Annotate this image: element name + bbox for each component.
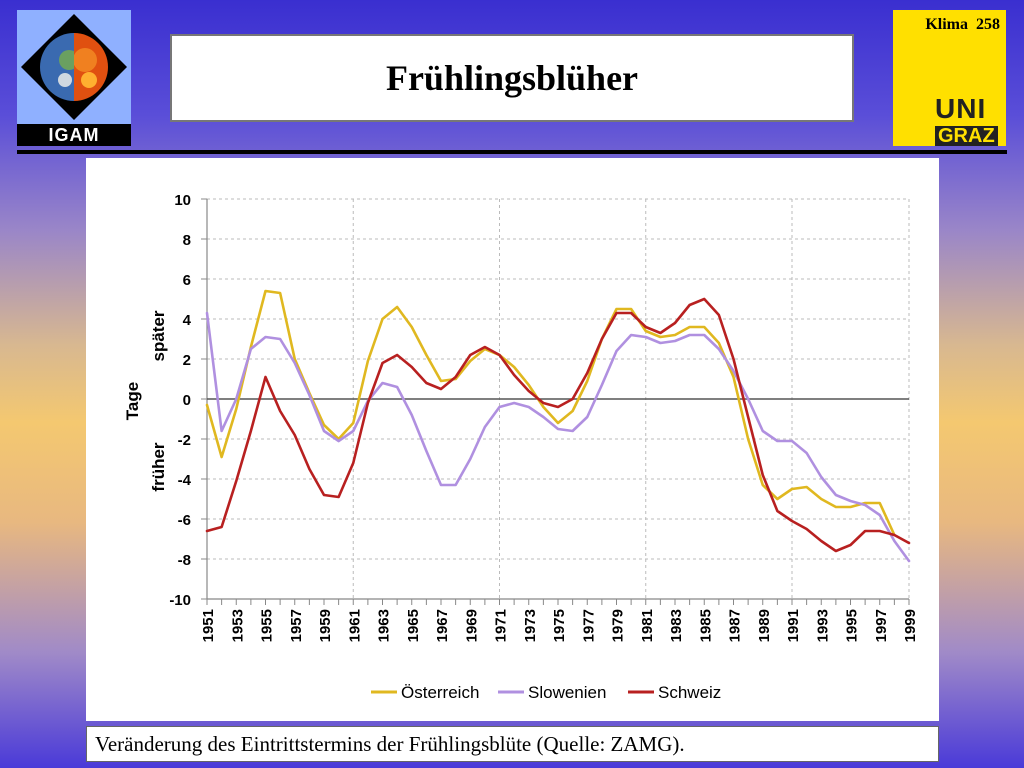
igam-logo-text: IGAM	[17, 124, 131, 146]
x-tick-label: 1963	[376, 609, 393, 642]
x-tick-label: 1983	[668, 609, 685, 642]
x-tick-label: 1997	[873, 609, 890, 642]
chart-panel: -10 -8 -6 -4 -2 0 2 4 6 8 10 1951 1953 1955 1957 1959 1…	[86, 158, 939, 721]
x-tick-label: 1987	[727, 609, 744, 642]
uni-graz-logo: Klima 258 UNI GRAZ	[893, 10, 1006, 146]
x-tick-label: 1965	[405, 609, 422, 642]
y-tick-label: 0	[183, 392, 191, 409]
x-tick-label: 1999	[902, 609, 919, 642]
figure-caption: Veränderung des Eintrittstermins der Frü…	[86, 726, 939, 762]
x-tick-label: 1995	[844, 609, 861, 642]
x-tick-label: 1975	[551, 609, 568, 642]
header-divider	[17, 150, 1007, 154]
x-tick-label: 1985	[697, 609, 714, 642]
x-tick-label: 1991	[785, 609, 802, 642]
x-tick-label: 1981	[639, 609, 656, 642]
y-tick-label: 10	[174, 192, 191, 209]
x-tick-label: 1955	[259, 609, 276, 642]
page-title: Frühlingsblüher	[385, 58, 639, 98]
y-tick-label: -8	[178, 552, 191, 569]
y-tick-label: -4	[178, 472, 192, 489]
y-axis-label-upper: später	[149, 310, 168, 361]
x-tick-label: 1979	[610, 609, 627, 642]
y-tick-label: 6	[183, 272, 191, 289]
x-tick-label: 1989	[756, 609, 773, 642]
chart-axes	[201, 198, 910, 605]
x-tick-label: 1959	[317, 609, 334, 642]
x-tick-label: 1969	[463, 609, 480, 642]
graz-logo-text: GRAZ	[935, 126, 998, 146]
chart-series	[205, 289, 911, 563]
x-tick-label: 1957	[288, 609, 305, 642]
x-tick-label: 1967	[434, 609, 451, 642]
x-tick-label: 1953	[229, 609, 246, 642]
x-tick-label: 1973	[522, 609, 539, 642]
y-tick-labels: -10 -8 -6 -4 -2 0 2 4 6 8 10	[169, 192, 191, 609]
chart-legend: Österreich Slowenien Schweiz	[371, 683, 721, 702]
x-tick-label: 1951	[200, 609, 217, 642]
x-tick-label: 1977	[580, 609, 597, 642]
x-tick-label: 1993	[814, 609, 831, 642]
legend-label: Slowenien	[528, 683, 606, 702]
y-tick-label: -6	[178, 512, 191, 529]
legend-label: Österreich	[401, 683, 479, 702]
x-tick-labels: 1951 1953 1955 1957 1959 1961 1963 1965 1967 1969…	[200, 609, 919, 642]
x-tick-label: 1971	[493, 609, 510, 642]
series-line-1	[205, 289, 896, 537]
series-line-3	[205, 297, 911, 553]
x-tick-label: 1961	[346, 609, 363, 642]
y-tick-label: -10	[169, 592, 191, 609]
igam-logo: IGAM	[17, 10, 131, 146]
title-box: Frühlingsblüher	[170, 34, 854, 122]
y-tick-label: 4	[183, 312, 192, 329]
globe-sun-icon	[21, 14, 127, 120]
legend-label: Schweiz	[658, 683, 721, 702]
y-tick-label: 2	[183, 352, 191, 369]
y-tick-label: -2	[178, 432, 191, 449]
y-axis-label-lower: früher	[149, 442, 168, 492]
y-tick-label: 8	[183, 232, 191, 249]
y-axis-label: Tage	[123, 382, 142, 420]
series-line-2	[205, 311, 911, 563]
uni-logo-text: UNI	[935, 93, 987, 124]
slide-reference: Klima 258	[925, 16, 1000, 33]
